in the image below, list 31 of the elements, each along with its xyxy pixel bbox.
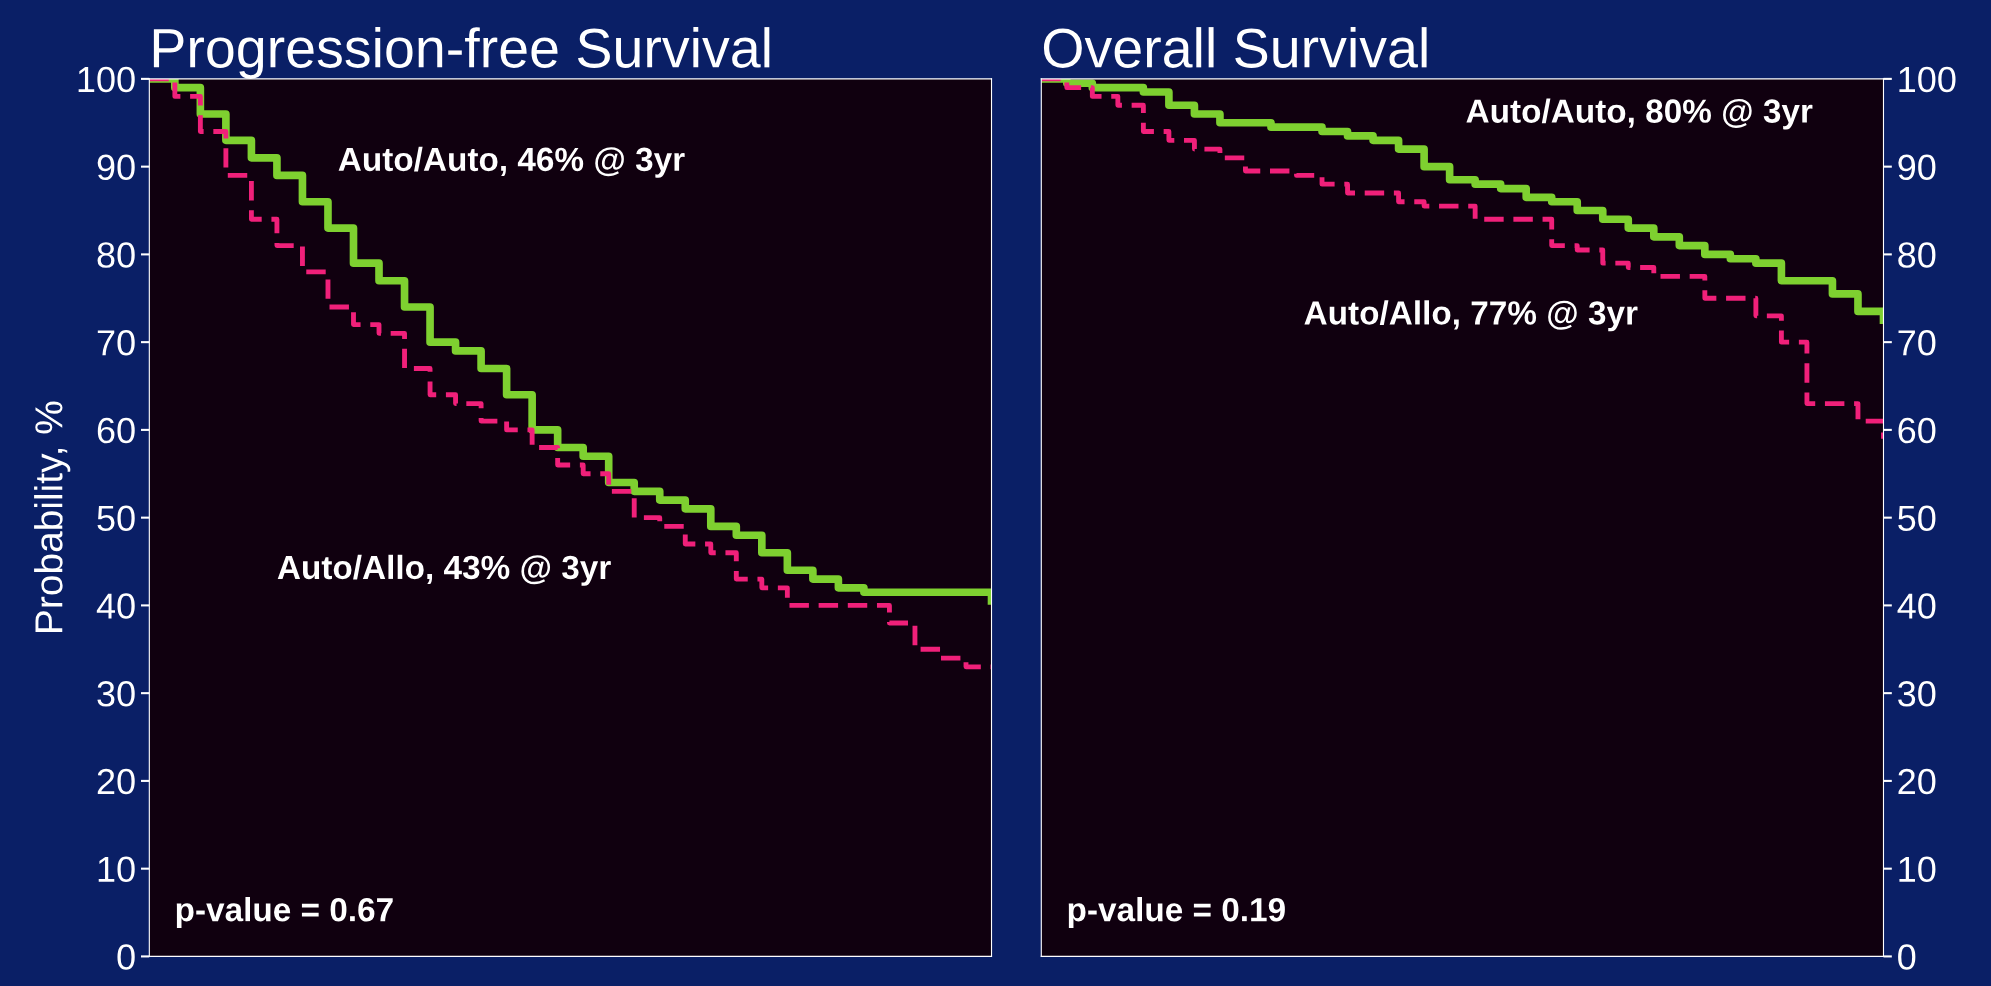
- annotation: p-value = 0.67: [176, 897, 393, 929]
- y-tick-label: 20: [97, 768, 135, 795]
- y-tick-label: 50: [1898, 505, 1936, 532]
- y-tick-label: 40: [1897, 593, 1936, 619]
- y-tick-label: 10: [98, 856, 135, 883]
- y-tick-label: 40: [96, 593, 135, 619]
- y-tick-label: 100: [78, 66, 135, 93]
- chart-title: Progression-free Survival: [153, 27, 770, 79]
- y-tick-label: 20: [1898, 768, 1936, 795]
- annotation: Auto/Allo, 43% @ 3yr: [277, 554, 611, 586]
- y-tick-label: 30: [97, 681, 135, 707]
- y-tick-label: 10: [1899, 856, 1936, 883]
- y-tick-label: 30: [1898, 681, 1936, 707]
- y-axis-title: Probability, %: [34, 401, 71, 632]
- y-tick-label: 90: [1898, 154, 1936, 181]
- y-tick-label: 90: [97, 154, 135, 181]
- chart-title: Overall Survival: [1043, 27, 1427, 68]
- annotation: Auto/Auto, 46% @ 3yr: [338, 146, 685, 178]
- y-tick-label: 0: [1898, 944, 1916, 970]
- y-tick-label: 100: [1899, 66, 1956, 93]
- y-tick-label: 70: [97, 330, 135, 356]
- annotation: Auto/Auto, 80% @ 3yr: [1466, 98, 1813, 130]
- y-tick-label: 60: [1898, 417, 1936, 444]
- annotation: Auto/Allo, 77% @ 3yr: [1304, 300, 1638, 332]
- y-tick-label: 70: [1898, 330, 1936, 356]
- y-tick-label: 80: [1898, 242, 1936, 268]
- y-tick-label: 50: [97, 505, 135, 532]
- y-tick-label: 80: [97, 242, 135, 268]
- y-tick-label: 60: [97, 417, 135, 444]
- annotation: p-value = 0.19: [1068, 897, 1285, 929]
- y-tick-label: 0: [117, 944, 135, 970]
